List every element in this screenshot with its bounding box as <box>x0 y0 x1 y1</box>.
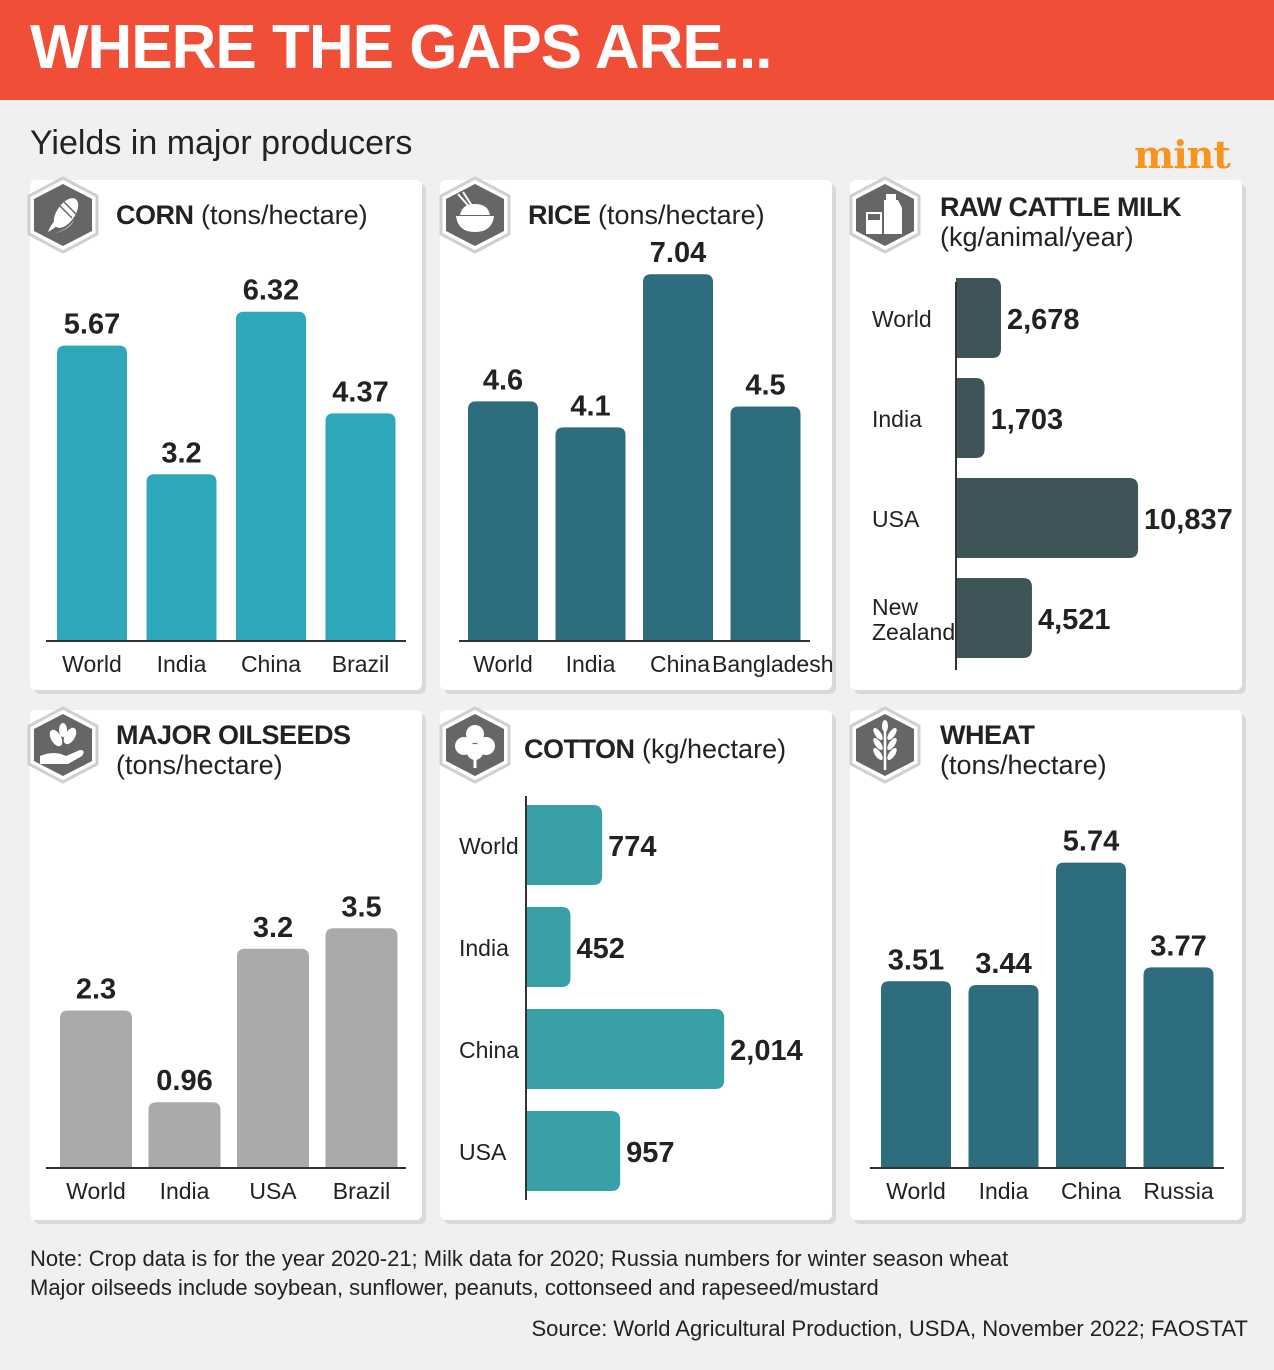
rice-title: RICE (tons/hectare) <box>528 200 765 230</box>
corn-icon <box>27 176 99 254</box>
rice-panel <box>440 180 832 690</box>
corn-panel <box>30 180 422 690</box>
note-line-2: Major oilseeds include soybean, sunflowe… <box>30 1275 879 1300</box>
oilseeds-title: MAJOR OILSEEDS (tons/hectare) <box>116 720 351 780</box>
cotton-flower-icon <box>439 706 511 784</box>
wheat-icon <box>849 706 921 784</box>
oilseeds-panel <box>30 710 422 1220</box>
cotton-title-unit: (kg/hectare) <box>642 734 787 764</box>
milk-panel <box>850 180 1242 690</box>
oilseeds-title-bold: MAJOR OILSEEDS <box>116 720 351 750</box>
brand-logo: mint <box>1134 132 1231 177</box>
wheat-title-bold: WHEAT <box>940 720 1035 750</box>
wheat-title-unit: (tons/hectare) <box>940 750 1107 780</box>
rice-bowl-icon <box>439 176 511 254</box>
oilseeds-title-unit: (tons/hectare) <box>116 750 283 780</box>
milk-title-bold: RAW CATTLE MILK <box>940 192 1181 222</box>
page-title: WHERE THE GAPS ARE... <box>30 13 772 82</box>
wheat-title: WHEAT (tons/hectare) <box>940 720 1107 780</box>
corn-title-unit: (tons/hectare) <box>201 200 368 230</box>
milk-title-unit: (kg/animal/year) <box>940 222 1134 252</box>
cotton-panel <box>440 710 832 1220</box>
rice-title-unit: (tons/hectare) <box>598 200 765 230</box>
corn-title-bold: CORN <box>116 200 194 230</box>
header-banner: WHERE THE GAPS ARE... <box>0 0 1274 100</box>
footer-notes: Note: Crop data is for the year 2020-21;… <box>30 1244 1008 1302</box>
cotton-title: COTTON (kg/hectare) <box>524 734 786 764</box>
page-subtitle: Yields in major producers <box>30 124 413 162</box>
seedling-hand-icon <box>27 706 99 784</box>
milk-title: RAW CATTLE MILK (kg/animal/year) <box>940 192 1181 252</box>
milk-icon <box>849 176 921 254</box>
rice-title-bold: RICE <box>528 200 591 230</box>
wheat-panel <box>850 710 1242 1220</box>
cotton-title-bold: COTTON <box>524 734 635 764</box>
source-note: Source: World Agricultural Production, U… <box>531 1316 1248 1341</box>
corn-title: CORN (tons/hectare) <box>116 200 368 230</box>
note-line-1: Note: Crop data is for the year 2020-21;… <box>30 1246 1009 1271</box>
